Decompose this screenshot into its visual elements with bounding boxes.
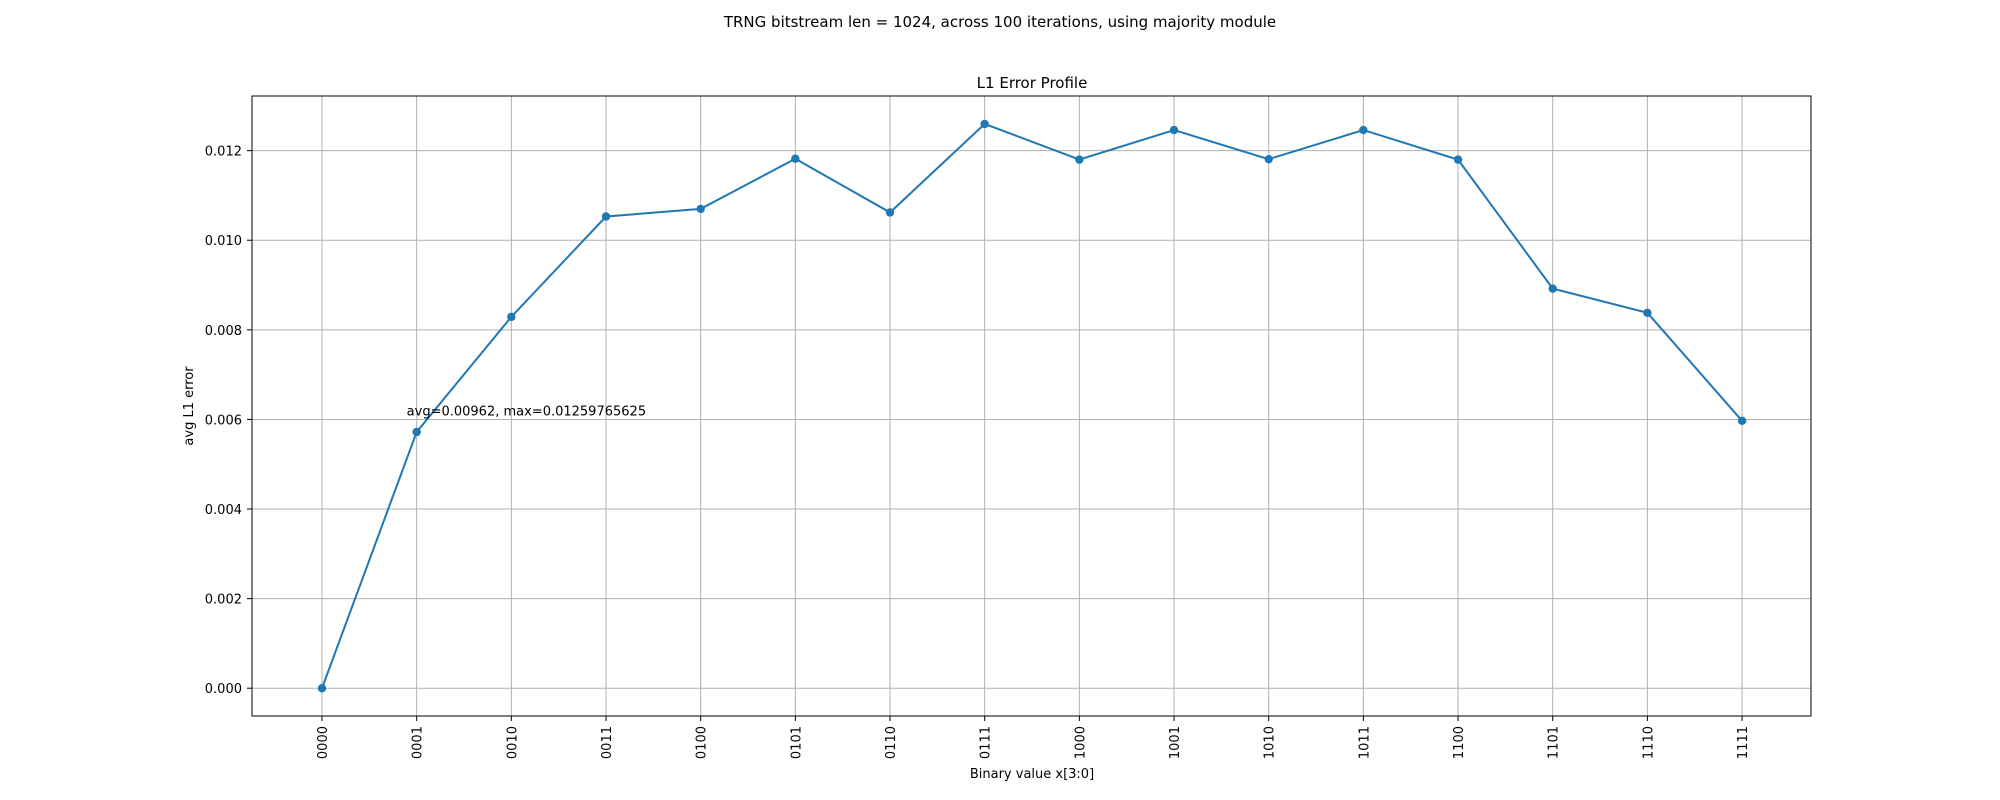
data-point — [980, 119, 989, 129]
x-tick-label: 1111 — [1736, 726, 1751, 759]
chart-title: L1 Error Profile — [977, 74, 1088, 92]
data-point — [1453, 155, 1463, 164]
series-line — [321, 122, 1743, 689]
x-tick-label: 0001 — [411, 726, 426, 759]
x-tick-label: 1001 — [1168, 726, 1183, 759]
x-tick-label: 1110 — [1641, 726, 1656, 759]
y-axis-label: avg L1 error — [182, 366, 197, 446]
grid — [252, 96, 1811, 716]
figure-suptitle: TRNG bitstream len = 1024, across 100 it… — [723, 13, 1276, 31]
y-tick-label: 0.012 — [205, 145, 242, 160]
plot-frame — [251, 95, 1812, 717]
y-tick-label: 0.002 — [205, 593, 242, 608]
y-tick-label: 0.010 — [205, 234, 242, 249]
x-tick-label: 0000 — [316, 726, 331, 759]
x-tick-label: 0111 — [979, 726, 994, 759]
ticks: 0000 0001 0010 0011 0100 0101 0110 0111 1000 1001… — [205, 145, 1751, 759]
x-tick-label: 0110 — [884, 726, 899, 759]
data-point — [412, 427, 421, 437]
x-axis-label: Binary value x[3:0] — [970, 767, 1094, 782]
data-point — [1359, 125, 1368, 135]
data-point — [1548, 284, 1557, 293]
data-point — [1737, 416, 1747, 425]
series-layer — [317, 119, 1747, 693]
x-tick-label: 0101 — [789, 726, 804, 759]
y-tick-label: 0.008 — [205, 324, 242, 339]
data-point — [791, 154, 800, 163]
data-point — [317, 684, 327, 693]
y-tick-label: 0.000 — [205, 682, 242, 697]
y-tick-label: 0.006 — [205, 413, 242, 428]
data-point — [1169, 125, 1179, 135]
x-tick-label: 0011 — [600, 726, 615, 759]
data-point — [601, 212, 611, 221]
annotation-text: avg=0.00962, max=0.01259765625 — [407, 404, 646, 419]
data-point — [696, 204, 705, 214]
x-tick-label: 1100 — [1452, 726, 1467, 759]
x-tick-label: 1101 — [1547, 726, 1562, 759]
data-point — [885, 208, 895, 217]
data-point — [1075, 155, 1084, 164]
data-point — [1643, 308, 1652, 318]
y-tick-label: 0.004 — [205, 503, 242, 518]
x-tick-label: 1011 — [1357, 726, 1372, 759]
x-tick-label: 0010 — [505, 726, 520, 759]
x-tick-label: 1000 — [1073, 726, 1088, 759]
x-tick-label: 0100 — [695, 726, 710, 759]
data-point — [1264, 154, 1273, 164]
x-tick-label: 1010 — [1263, 726, 1278, 759]
data-point — [507, 312, 516, 322]
